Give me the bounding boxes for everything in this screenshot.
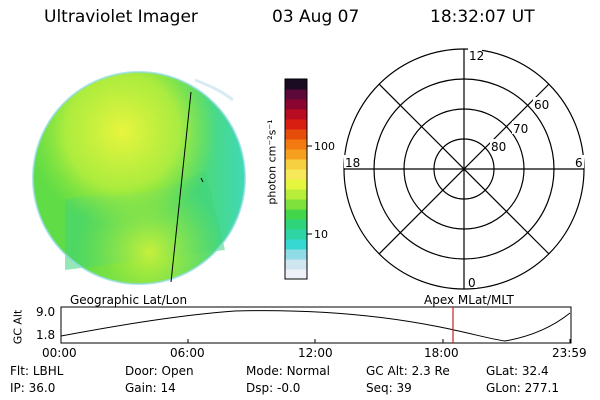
colorbar-segment <box>285 249 307 260</box>
timeline-y-tick-min: 1.8 <box>36 328 56 342</box>
status-mode: Mode: Normal <box>246 364 330 378</box>
polar-label-6: 6 <box>575 156 583 170</box>
colorbar-segment <box>285 239 307 250</box>
colorbar-segment <box>285 169 307 180</box>
instrument-title: Ultraviolet Imager <box>44 7 198 27</box>
colorbar-segment <box>285 159 307 170</box>
colorbar-unit-label: photon cm⁻²s⁻¹ <box>265 119 279 205</box>
polar-label-0: 0 <box>468 276 476 290</box>
colorbar-segment <box>285 149 307 160</box>
polar-label-80: 80 <box>491 140 506 154</box>
earth-uv-image <box>32 71 246 285</box>
time-label: 18:32:07 UT <box>430 7 535 27</box>
timeline-left-caption: Geographic Lat/Lon <box>70 293 188 307</box>
timeline-x-tick-0600: 06:00 <box>170 346 205 360</box>
timeline-x-tick-1200: 12:00 <box>298 346 333 360</box>
timeline-x-tick-0000: 00:00 <box>42 346 77 360</box>
status-door: Door: Open <box>125 364 194 378</box>
status-ip: IP: 36.0 <box>10 381 56 395</box>
colorbar-segment <box>285 219 307 230</box>
altitude-timeline <box>60 306 572 344</box>
timeline-right-caption: Apex MLat/MLT <box>424 293 514 307</box>
colorbar-segment <box>285 109 307 120</box>
colorbar-segment <box>285 189 307 200</box>
colorbar-segment <box>285 99 307 110</box>
timeline-y-label-wrap: GC Alt <box>10 309 26 345</box>
timeline-x-tick-2359: 23:59 <box>552 346 587 360</box>
polar-label-60: 60 <box>534 98 549 112</box>
colorbar-tick-100: 100 <box>314 140 335 153</box>
colorbar-segment <box>285 89 307 100</box>
polar-plot: 12 18 6 0 60 70 80 <box>343 48 585 290</box>
colorbar-tick-10: 10 <box>314 228 328 241</box>
timeline-y-axis-label: GC Alt <box>11 309 25 345</box>
colorbar-segment <box>285 79 307 90</box>
status-filter: Flt: LBHL <box>10 364 64 378</box>
timeline-y-tick-max: 9.0 <box>36 305 56 319</box>
colorbar-segment <box>285 209 307 220</box>
colorbar-segment <box>285 259 307 270</box>
status-dsp: Dsp: -0.0 <box>246 381 301 395</box>
colorbar <box>284 78 312 280</box>
status-gain: Gain: 14 <box>125 381 176 395</box>
status-gc-alt: GC Alt: 2.3 Re <box>366 364 450 378</box>
colorbar-segment <box>285 269 307 280</box>
terminator-line <box>170 91 192 283</box>
date-label: 03 Aug 07 <box>272 7 360 27</box>
colorbar-segment <box>285 119 307 130</box>
status-glon: GLon: 277.1 <box>486 381 559 395</box>
colorbar-unit-wrap: photon cm⁻²s⁻¹ <box>264 82 280 242</box>
timeline-x-tick-1800: 18:00 <box>424 346 459 360</box>
colorbar-segment <box>285 229 307 240</box>
status-glat: GLat: 32.4 <box>486 364 549 378</box>
colorbar-segment <box>285 179 307 190</box>
colorbar-segment <box>285 199 307 210</box>
polar-label-12: 12 <box>469 49 484 63</box>
polar-label-18: 18 <box>345 156 360 170</box>
colorbar-segment <box>285 129 307 140</box>
polar-label-70: 70 <box>513 122 528 136</box>
status-seq: Seq: 39 <box>366 381 412 395</box>
colorbar-segment <box>285 139 307 150</box>
